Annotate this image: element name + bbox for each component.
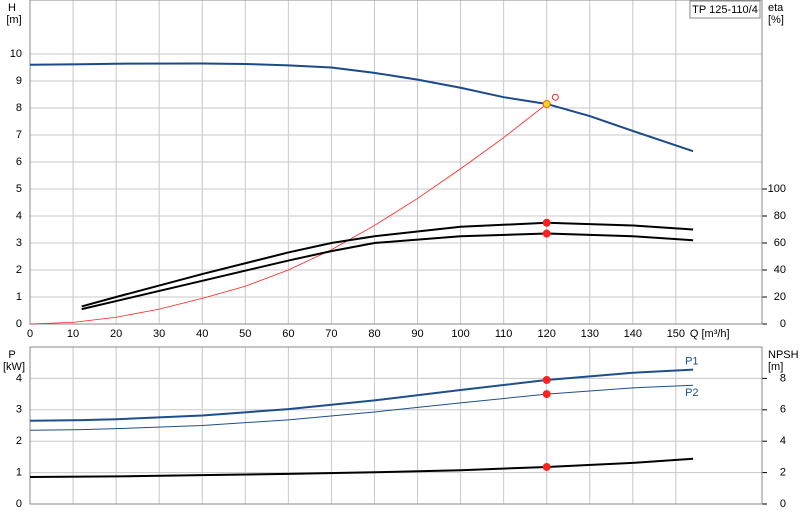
x-tick-label: 110 [495,328,513,340]
curve [29,384,694,431]
curve [29,457,694,478]
curve [81,232,694,311]
y-tick-label: 10 [10,48,22,60]
y2-tick-label: 4 [780,435,786,447]
marker [551,93,559,101]
title-box [689,0,761,19]
x-tick-label: 70 [325,328,337,340]
plot-frame [29,0,763,325]
y2-tick-label: 6 [780,404,786,416]
y2-tick-label: 0 [780,498,786,510]
y2-tick-label: 0 [780,318,786,330]
y2-axis-unit: [m] [768,361,783,373]
curve [29,62,694,153]
x-tick-label: 150 [667,328,685,340]
x-axis-label: Q [m³/h] [690,328,730,340]
x-tick-label: 30 [153,328,165,340]
marker [542,229,551,238]
x-tick-label: 90 [411,328,423,340]
y-tick-label: 3 [16,237,22,249]
y-axis-label: H [8,2,16,14]
y2-tick-label: 20 [774,291,786,303]
y-axis-unit: [kW] [3,361,25,373]
curve [29,103,547,325]
y2-tick-label: 80 [774,210,786,222]
y2-tick-label: 8 [780,372,786,384]
x-tick-label: 20 [110,328,122,340]
x-tick-label: 100 [451,328,469,340]
y-tick-label: 1 [16,291,22,303]
y-tick-label: 0 [16,318,22,330]
x-tick-label: 50 [239,328,251,340]
y2-tick-label: 40 [774,264,786,276]
y-tick-label: 2 [16,264,22,276]
y-tick-label: 1 [16,467,22,479]
y-tick-label: 6 [16,156,22,168]
y-tick-label: 2 [16,435,22,447]
y-tick-label: 7 [16,129,22,141]
marker [542,218,551,227]
x-tick-label: 80 [368,328,380,340]
y2-tick-label: 2 [780,467,786,479]
series-label: P2 [685,387,698,399]
marker [542,462,551,471]
y2-axis-label: eta [768,2,784,14]
y-tick-label: 9 [16,75,22,87]
x-tick-label: 10 [67,328,79,340]
x-tick-label: 140 [624,328,642,340]
y-tick-label: 5 [16,183,22,195]
y-tick-label: 4 [16,372,22,384]
x-tick-label: 60 [282,328,294,340]
marker [542,375,551,384]
x-tick-label: 0 [27,328,33,340]
plot-frame [29,346,763,505]
series-label: P1 [685,356,698,368]
y2-axis-label: NPSH [768,349,799,361]
chart-title: TP 125-110/4 [692,4,758,16]
curve [81,221,694,308]
y-tick-label: 8 [16,102,22,114]
x-tick-label: 130 [581,328,599,340]
curve [29,368,694,422]
y-axis-label: P [8,349,15,361]
marker [542,99,551,108]
y2-tick-label: 60 [774,237,786,249]
y-tick-label: 3 [16,404,22,416]
y-tick-label: 4 [16,210,22,222]
x-tick-label: 40 [196,328,208,340]
y2-tick-label: 100 [768,183,786,195]
x-tick-label: 120 [538,328,556,340]
marker [542,390,551,399]
y-tick-label: 0 [16,498,22,510]
y2-axis-unit: [%] [768,14,784,26]
y-axis-unit: [m] [6,14,21,26]
